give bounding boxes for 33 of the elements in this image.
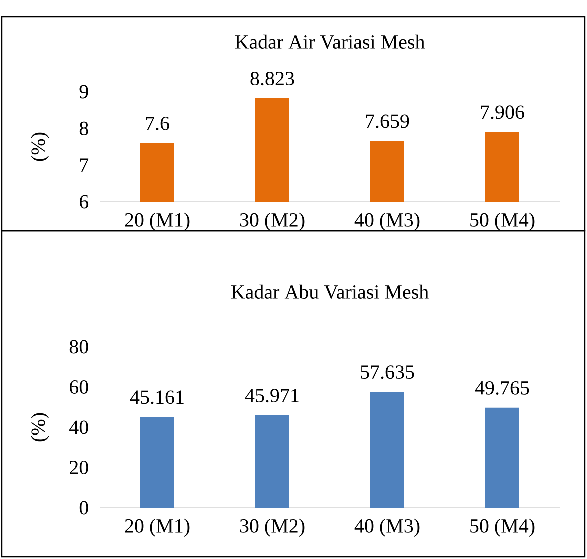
y-tick-label: 6 — [80, 195, 89, 209]
y-tick-label: 8 — [80, 122, 88, 136]
data-label: 45.971 — [245, 389, 299, 403]
bar — [140, 417, 174, 508]
data-label: 7.659 — [366, 114, 410, 128]
y-tick-label: 80 — [70, 340, 88, 354]
x-tick-label: 30 (M2) — [240, 212, 305, 231]
data-label: 49.765 — [475, 381, 530, 395]
y-tick-label: 7 — [80, 158, 89, 172]
data-label: 45.161 — [130, 390, 184, 404]
x-tick-label: 30 (M2) — [240, 518, 305, 537]
data-label: 7.6 — [146, 116, 170, 130]
data-label: 7.906 — [481, 106, 524, 120]
y-tick-label: 40 — [70, 420, 88, 434]
y-axis-title: (%) — [31, 132, 50, 162]
x-tick-label: 50 (M4) — [470, 518, 535, 537]
bar — [256, 415, 290, 508]
x-tick-label: 40 (M3) — [354, 518, 420, 537]
bar — [486, 408, 520, 508]
x-tick-label: 50 (M4) — [470, 212, 535, 231]
y-tick-label: 20 — [70, 460, 88, 474]
chart-title: Kadar Air Variasi Mesh — [235, 34, 425, 50]
x-tick-label: 20 (M1) — [125, 212, 190, 231]
chart-title: Kadar Abu Variasi Mesh — [231, 284, 429, 300]
y-tick-label: 9 — [80, 85, 88, 99]
y-axis-title: (%) — [31, 413, 50, 442]
bar — [370, 392, 404, 508]
x-tick-label: 40 (M3) — [354, 212, 420, 231]
y-tick-label: 60 — [70, 380, 88, 394]
x-tick-label: 20 (M1) — [125, 518, 190, 537]
data-label: 57.635 — [361, 366, 414, 380]
y-tick-label: 0 — [80, 501, 88, 515]
data-label: 8.823 — [250, 72, 294, 86]
